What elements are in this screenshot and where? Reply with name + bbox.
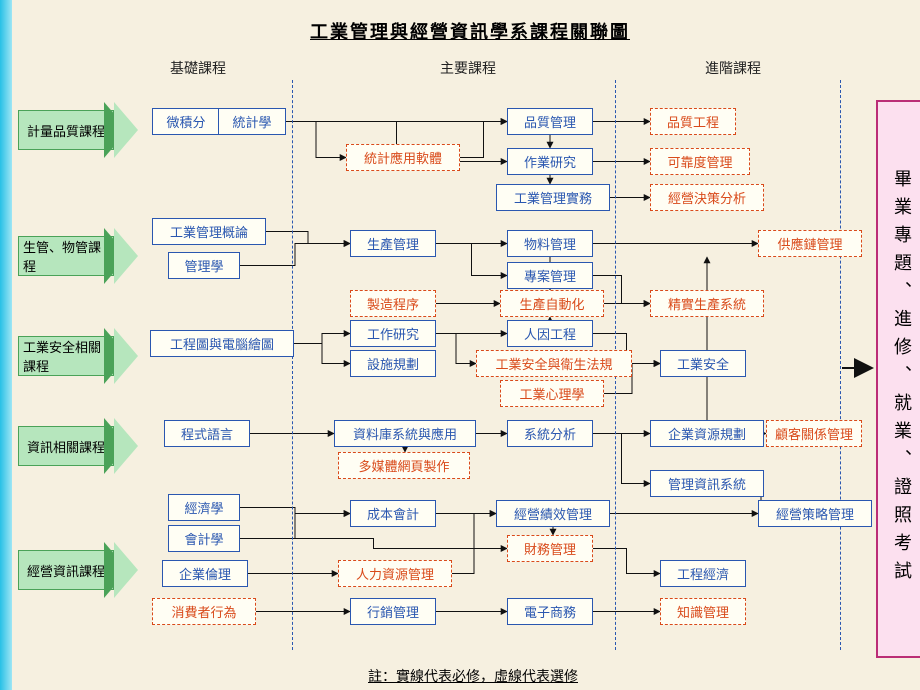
course-box: 工業安全與衛生法規 <box>476 350 632 377</box>
course-box: 統計應用軟體 <box>346 144 460 171</box>
category-label: 經營資訊課程 <box>18 550 114 590</box>
course-box: 電子商務 <box>507 598 593 625</box>
course-box: 工業心理學 <box>500 380 604 407</box>
course-box: 管理學 <box>168 252 240 279</box>
course-box: 微積分 <box>152 108 220 135</box>
course-box: 設施規劃 <box>350 350 436 377</box>
course-box: 財務管理 <box>507 535 593 562</box>
left-accent-bar <box>0 0 12 690</box>
diagram-stage: 工業管理與經營資訊學系課程關聯圖 註：實線代表必修，虛線代表選修 畢業專題、進修… <box>0 0 920 690</box>
column-header: 進階課程 <box>705 58 761 78</box>
page-title: 工業管理與經營資訊學系課程關聯圖 <box>310 18 630 44</box>
course-box: 生產管理 <box>350 230 436 257</box>
column-divider <box>840 80 841 650</box>
course-box: 工業安全 <box>660 350 746 377</box>
course-box: 知識管理 <box>660 598 746 625</box>
category-arrow: 工業安全相關課程 <box>18 328 138 384</box>
course-box: 可靠度管理 <box>650 148 750 175</box>
course-box: 供應鏈管理 <box>758 230 862 257</box>
course-box: 消費者行為 <box>152 598 256 625</box>
goal-panel: 畢業專題、進修、就業、證照考試 <box>876 100 920 658</box>
course-box: 工業管理實務 <box>496 184 610 211</box>
category-arrow: 經營資訊課程 <box>18 542 138 598</box>
category-arrow: 生管、物管課程 <box>18 228 138 284</box>
course-box: 物料管理 <box>507 230 593 257</box>
course-box: 經營績效管理 <box>496 500 610 527</box>
course-box: 品質管理 <box>507 108 593 135</box>
course-box: 程式語言 <box>164 420 250 447</box>
course-box: 工作研究 <box>350 320 436 347</box>
connector-layer <box>0 0 920 690</box>
course-box: 資料庫系統與應用 <box>334 420 476 447</box>
column-header: 基礎課程 <box>170 58 226 78</box>
course-box: 經濟學 <box>168 494 240 521</box>
course-box: 經營策略管理 <box>758 500 872 527</box>
course-box: 工程圖與電腦繪圖 <box>150 330 294 357</box>
category-label: 計量品質課程 <box>18 110 114 150</box>
course-box: 經營決策分析 <box>650 184 764 211</box>
course-box: 品質工程 <box>650 108 736 135</box>
course-box: 作業研究 <box>507 148 593 175</box>
course-box: 精實生產系統 <box>650 290 764 317</box>
course-box: 管理資訊系統 <box>650 470 764 497</box>
category-label: 生管、物管課程 <box>18 236 114 276</box>
course-box: 成本會計 <box>350 500 436 527</box>
course-box: 系統分析 <box>507 420 593 447</box>
category-arrow: 資訊相關課程 <box>18 418 138 474</box>
course-box: 統計學 <box>218 108 286 135</box>
course-box: 行銷管理 <box>350 598 436 625</box>
course-box: 企業倫理 <box>162 560 248 587</box>
course-box: 工程經濟 <box>660 560 746 587</box>
course-box: 人因工程 <box>507 320 593 347</box>
column-divider <box>292 80 293 650</box>
course-box: 專案管理 <box>507 262 593 289</box>
column-header: 主要課程 <box>440 58 496 78</box>
category-label: 工業安全相關課程 <box>18 336 114 376</box>
course-box: 多媒體網頁製作 <box>338 452 470 479</box>
category-label: 資訊相關課程 <box>18 426 114 466</box>
course-box: 會計學 <box>168 525 240 552</box>
course-box: 生產自動化 <box>500 290 604 317</box>
category-arrow: 計量品質課程 <box>18 102 138 158</box>
course-box: 顧客關係管理 <box>766 420 862 447</box>
course-box: 企業資源規劃 <box>650 420 764 447</box>
course-box: 製造程序 <box>350 290 436 317</box>
legend-note: 註：實線代表必修，虛線代表選修 <box>368 666 578 686</box>
course-box: 人力資源管理 <box>338 560 452 587</box>
course-box: 工業管理概論 <box>152 218 266 245</box>
